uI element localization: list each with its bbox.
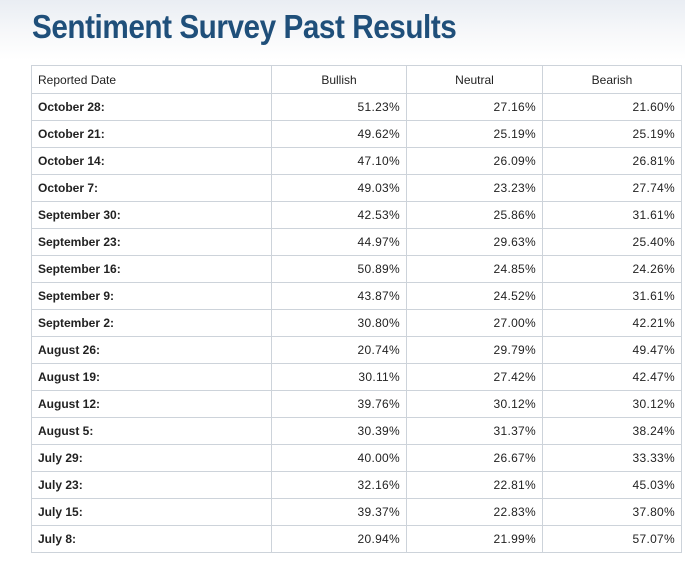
row-date: October 28: xyxy=(31,93,272,121)
row-date: July 29: xyxy=(31,444,272,472)
row-bearish: 24.26% xyxy=(542,255,682,283)
table-row: July 15: 39.37% 22.83% 37.80% xyxy=(31,498,682,526)
row-bearish: 21.60% xyxy=(542,93,682,121)
row-bearish: 31.61% xyxy=(542,282,682,310)
row-neutral: 30.12% xyxy=(406,390,543,418)
row-neutral: 24.52% xyxy=(406,282,543,310)
row-neutral: 29.63% xyxy=(406,228,543,256)
table-row: August 19: 30.11% 27.42% 42.47% xyxy=(31,363,682,391)
row-bullish: 49.03% xyxy=(271,174,407,202)
row-date: September 2: xyxy=(31,309,272,337)
table-row: October 7: 49.03% 23.23% 27.74% xyxy=(31,174,682,202)
row-bullish: 50.89% xyxy=(271,255,407,283)
row-bearish: 26.81% xyxy=(542,147,682,175)
table-row: September 9: 43.87% 24.52% 31.61% xyxy=(31,282,682,310)
page-title: Sentiment Survey Past Results xyxy=(32,8,457,45)
row-neutral: 31.37% xyxy=(406,417,543,445)
row-neutral: 26.67% xyxy=(406,444,543,472)
table-row: July 8: 20.94% 21.99% 57.07% xyxy=(31,525,682,553)
row-date: October 21: xyxy=(31,120,272,148)
table-row: September 16: 50.89% 24.85% 24.26% xyxy=(31,255,682,283)
row-neutral: 25.86% xyxy=(406,201,543,229)
row-bearish: 42.21% xyxy=(542,309,682,337)
row-bullish: 20.94% xyxy=(271,525,407,553)
row-neutral: 25.19% xyxy=(406,120,543,148)
row-neutral: 22.81% xyxy=(406,471,543,499)
row-bullish: 30.80% xyxy=(271,309,407,337)
table-row: August 12: 39.76% 30.12% 30.12% xyxy=(31,390,682,418)
row-bullish: 20.74% xyxy=(271,336,407,364)
row-bearish: 30.12% xyxy=(542,390,682,418)
table-row: August 5: 30.39% 31.37% 38.24% xyxy=(31,417,682,445)
row-date: July 8: xyxy=(31,525,272,553)
row-date: September 9: xyxy=(31,282,272,310)
column-header-bearish: Bearish xyxy=(542,65,682,94)
column-header-neutral: Neutral xyxy=(406,65,543,94)
table-row: September 30: 42.53% 25.86% 31.61% xyxy=(31,201,682,229)
row-date: August 19: xyxy=(31,363,272,391)
row-bullish: 32.16% xyxy=(271,471,407,499)
row-bullish: 49.62% xyxy=(271,120,407,148)
row-neutral: 27.42% xyxy=(406,363,543,391)
row-bullish: 43.87% xyxy=(271,282,407,310)
row-bullish: 40.00% xyxy=(271,444,407,472)
row-bullish: 39.76% xyxy=(271,390,407,418)
row-bearish: 25.40% xyxy=(542,228,682,256)
sentiment-results-table: Reported Date Bullish Neutral Bearish Oc… xyxy=(31,65,682,553)
row-date: July 23: xyxy=(31,471,272,499)
row-neutral: 26.09% xyxy=(406,147,543,175)
table-row: October 28: 51.23% 27.16% 21.60% xyxy=(31,93,682,121)
row-bearish: 38.24% xyxy=(542,417,682,445)
row-neutral: 24.85% xyxy=(406,255,543,283)
row-bearish: 49.47% xyxy=(542,336,682,364)
row-date: September 16: xyxy=(31,255,272,283)
row-bullish: 47.10% xyxy=(271,147,407,175)
row-date: August 12: xyxy=(31,390,272,418)
row-bearish: 33.33% xyxy=(542,444,682,472)
row-neutral: 27.16% xyxy=(406,93,543,121)
row-neutral: 22.83% xyxy=(406,498,543,526)
table-row: October 14: 47.10% 26.09% 26.81% xyxy=(31,147,682,175)
row-bearish: 25.19% xyxy=(542,120,682,148)
row-bullish: 44.97% xyxy=(271,228,407,256)
header-background xyxy=(0,0,685,60)
row-neutral: 29.79% xyxy=(406,336,543,364)
table-row: August 26: 20.74% 29.79% 49.47% xyxy=(31,336,682,364)
row-bearish: 37.80% xyxy=(542,498,682,526)
row-neutral: 21.99% xyxy=(406,525,543,553)
row-date: September 30: xyxy=(31,201,272,229)
table-row: September 23: 44.97% 29.63% 25.40% xyxy=(31,228,682,256)
row-neutral: 27.00% xyxy=(406,309,543,337)
row-bearish: 45.03% xyxy=(542,471,682,499)
row-date: July 15: xyxy=(31,498,272,526)
row-neutral: 23.23% xyxy=(406,174,543,202)
table-row: July 29: 40.00% 26.67% 33.33% xyxy=(31,444,682,472)
row-bullish: 42.53% xyxy=(271,201,407,229)
table-body: October 28: 51.23% 27.16% 21.60% October 21… xyxy=(31,93,682,553)
row-date: October 7: xyxy=(31,174,272,202)
column-header-bullish: Bullish xyxy=(271,65,407,94)
row-bullish: 30.11% xyxy=(271,363,407,391)
row-date: October 14: xyxy=(31,147,272,175)
table-header-row: Reported Date Bullish Neutral Bearish xyxy=(31,65,682,94)
row-date: August 5: xyxy=(31,417,272,445)
row-bullish: 39.37% xyxy=(271,498,407,526)
row-bearish: 31.61% xyxy=(542,201,682,229)
row-bullish: 51.23% xyxy=(271,93,407,121)
row-date: August 26: xyxy=(31,336,272,364)
table-row: September 2: 30.80% 27.00% 42.21% xyxy=(31,309,682,337)
table-row: July 23: 32.16% 22.81% 45.03% xyxy=(31,471,682,499)
row-bearish: 27.74% xyxy=(542,174,682,202)
column-header-reported-date: Reported Date xyxy=(31,65,272,94)
row-bearish: 42.47% xyxy=(542,363,682,391)
row-date: September 23: xyxy=(31,228,272,256)
table-row: October 21: 49.62% 25.19% 25.19% xyxy=(31,120,682,148)
row-bullish: 30.39% xyxy=(271,417,407,445)
row-bearish: 57.07% xyxy=(542,525,682,553)
